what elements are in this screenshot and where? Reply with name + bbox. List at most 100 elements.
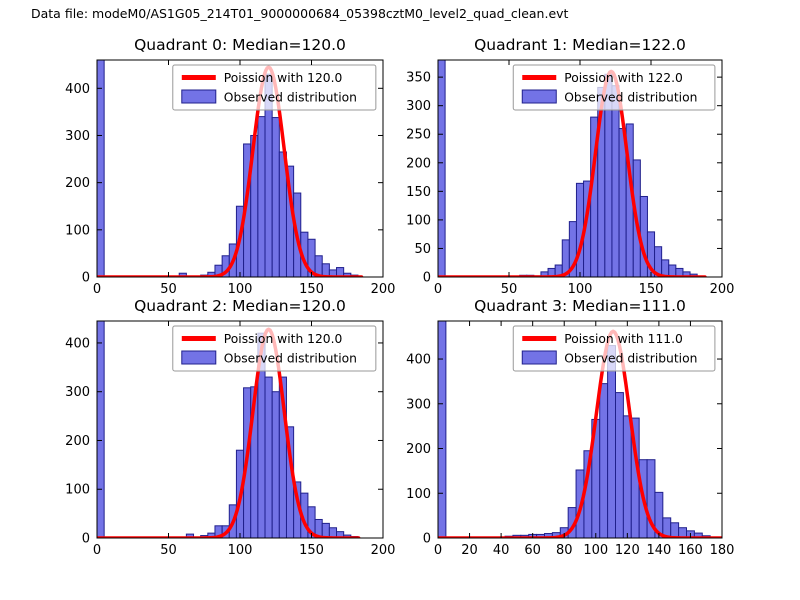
histogram-bar <box>622 415 632 538</box>
legend-patch-swatch <box>521 350 557 365</box>
y-tick-label: 100 <box>65 483 90 498</box>
x-tick-label: 160 <box>678 543 703 558</box>
histogram-bar <box>615 392 624 538</box>
legend-label-observed: Observed distribution <box>224 352 357 366</box>
histogram-bar <box>97 321 105 538</box>
histogram-bar <box>271 391 280 538</box>
y-tick-label: 400 <box>406 353 431 368</box>
histogram-bar <box>97 60 105 277</box>
y-tick-label: 200 <box>406 442 431 457</box>
y-tick-label: 50 <box>414 242 431 257</box>
x-tick-label: 200 <box>710 282 735 297</box>
y-tick-label: 250 <box>406 128 431 143</box>
poisson-fit-curve <box>438 69 707 277</box>
y-tick-label: 0 <box>423 271 431 286</box>
histogram-bar <box>438 60 446 277</box>
histogram-bar <box>607 345 616 538</box>
tick-marks <box>437 60 723 278</box>
legend-label-poisson: Poission with 120.0 <box>224 332 343 346</box>
observed-distribution-bars <box>438 60 698 277</box>
x-tick-label: 150 <box>639 282 664 297</box>
x-tick-label: 150 <box>299 543 324 558</box>
legend-patch-swatch <box>521 89 557 104</box>
y-tick-label: 0 <box>423 532 431 547</box>
legend-label-poisson: Poission with 111.0 <box>564 332 683 346</box>
legend-patch-swatch <box>181 89 217 104</box>
y-tick-label: 400 <box>65 82 90 97</box>
x-tick-label: 100 <box>568 282 593 297</box>
histogram-bar <box>178 272 187 277</box>
y-tick-label: 200 <box>65 434 90 449</box>
poisson-fit-curve <box>97 65 364 277</box>
x-tick-label: 50 <box>501 282 518 297</box>
x-tick-label: 200 <box>371 282 396 297</box>
x-tick-label: 100 <box>228 543 253 558</box>
histogram-bar <box>611 85 620 277</box>
tick-marks <box>96 60 384 278</box>
x-tick-label: 140 <box>646 543 671 558</box>
tick-marks <box>437 321 723 539</box>
histogram-bar <box>670 522 680 538</box>
y-tick-label: 400 <box>65 336 90 351</box>
subplot-quadrant-2: Poission with 120.0 Observed distribution… <box>65 320 395 558</box>
legend-box <box>512 325 716 372</box>
y-tick-label: 300 <box>65 129 90 144</box>
y-tick-label: 100 <box>65 223 90 238</box>
histogram-bar <box>336 267 345 277</box>
tick-labels: 0 20 40 60 80 100 120 140 160 180 0 100 200 300 400 <box>406 353 734 558</box>
x-tick-label: 100 <box>228 282 253 297</box>
legend-label-poisson: Poission with 122.0 <box>564 71 683 85</box>
x-tick-label: 0 <box>434 543 442 558</box>
x-tick-label: 50 <box>160 282 177 297</box>
tick-labels: 0 50 100 150 200 0 100 200 300 400 <box>65 82 395 297</box>
x-tick-label: 120 <box>615 543 640 558</box>
histogram-bar <box>264 376 273 538</box>
subplot-title-quadrant-0: Quadrant 0: Median=120.0 <box>134 36 346 54</box>
y-tick-label: 100 <box>406 487 431 502</box>
legend: Poission with 120.0 Observed distribution <box>172 64 377 111</box>
x-tick-label: 60 <box>524 543 541 558</box>
x-tick-label: 80 <box>556 543 573 558</box>
y-tick-label: 300 <box>65 385 90 400</box>
legend-box <box>172 64 377 111</box>
subplot-title-quadrant-2: Quadrant 2: Median=120.0 <box>134 297 346 315</box>
legend-label-poisson: Poission with 120.0 <box>224 71 343 85</box>
y-tick-label: 200 <box>65 176 90 191</box>
x-tick-label: 150 <box>299 282 324 297</box>
x-tick-label: 200 <box>371 543 396 558</box>
subplot-quadrant-0: Poission with 120.0 Observed distribution… <box>65 59 395 297</box>
x-tick-label: 20 <box>461 543 478 558</box>
histogram-bar <box>438 321 447 538</box>
axes-spines <box>437 320 723 539</box>
y-tick-label: 350 <box>406 71 431 86</box>
y-tick-label: 200 <box>406 156 431 171</box>
x-tick-label: 40 <box>493 543 510 558</box>
legend-label-observed: Observed distribution <box>224 91 357 105</box>
y-tick-label: 100 <box>406 213 431 228</box>
legend-label-observed: Observed distribution <box>564 352 697 366</box>
legend: Poission with 120.0 Observed distribution <box>172 325 377 372</box>
subplot-title-quadrant-1: Quadrant 1: Median=122.0 <box>474 36 686 54</box>
x-tick-label: 180 <box>710 543 735 558</box>
y-tick-label: 150 <box>406 185 431 200</box>
x-tick-label: 0 <box>93 543 101 558</box>
x-tick-label: 50 <box>160 543 177 558</box>
histogram-bar <box>257 116 266 277</box>
legend-box <box>512 64 716 111</box>
tick-labels: 0 50 100 150 200 0 100 200 300 400 <box>65 336 395 558</box>
x-tick-label: 0 <box>434 282 442 297</box>
legend-patch-swatch <box>181 350 217 365</box>
tick-marks <box>96 321 384 539</box>
histogram-bar <box>639 195 648 277</box>
legend-label-observed: Observed distribution <box>564 91 697 105</box>
legend: Poission with 122.0 Observed distribution <box>512 64 716 111</box>
histogram-bar <box>271 117 280 277</box>
y-tick-label: 300 <box>406 397 431 412</box>
y-tick-label: 300 <box>406 99 431 114</box>
x-tick-label: 0 <box>93 282 101 297</box>
subplot-quadrant-3: Poission with 111.0 Observed distribution… <box>406 320 734 558</box>
legend-box <box>172 325 377 372</box>
poisson-fit-curve <box>97 327 361 538</box>
figure-title: Data file: modeM0/AS1G05_214T01_90000006… <box>31 6 569 21</box>
histogram-bar <box>599 383 609 538</box>
